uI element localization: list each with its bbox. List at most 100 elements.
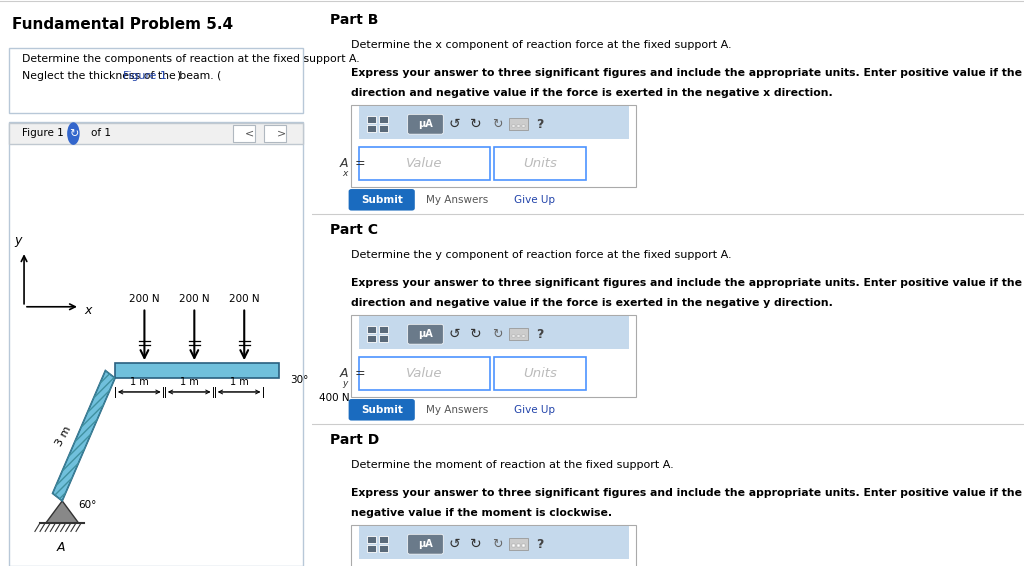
Text: negative value if the moment is clockwise.: negative value if the moment is clockwis… [351,508,612,518]
Bar [351,525,636,566]
Text: Determine the moment of reaction at the fixed support A.: Determine the moment of reaction at the … [351,460,674,470]
Bar [516,125,520,127]
Text: 30°: 30° [290,375,308,385]
FancyBboxPatch shape [408,114,443,134]
Bar [379,536,388,543]
Bar [379,335,388,342]
FancyBboxPatch shape [9,48,303,113]
Bar [358,357,490,390]
Bar [9,123,303,144]
Text: ↻: ↻ [493,118,503,131]
Text: 1 m: 1 m [229,377,249,387]
Bar [368,545,377,552]
Text: ↻: ↻ [69,128,78,139]
Polygon shape [52,371,115,501]
Text: direction and negative value if the force is exerted in the negative x direction: direction and negative value if the forc… [351,88,834,98]
Text: Fundamental Problem 5.4: Fundamental Problem 5.4 [12,17,233,32]
Text: 3 m: 3 m [53,424,73,448]
Bar [368,326,377,333]
Text: Give Up: Give Up [514,195,555,205]
Text: ↺: ↺ [449,327,461,341]
Text: 1 m: 1 m [180,377,199,387]
Text: of 1: of 1 [90,128,111,138]
Text: My Answers: My Answers [426,405,488,415]
Text: ): ) [176,71,180,81]
Text: Figure 1: Figure 1 [123,71,167,81]
Text: μA: μA [418,539,433,549]
Text: 200 N: 200 N [129,294,160,305]
Text: Value: Value [407,157,442,170]
Text: ↻: ↻ [470,117,482,131]
Text: Value: Value [407,367,442,380]
Bar [521,335,525,337]
Text: direction and negative value if the force is exerted in the negative y direction: direction and negative value if the forc… [351,298,834,308]
Text: ↺: ↺ [449,537,461,551]
Bar [368,125,377,132]
Bar [379,326,388,333]
Text: A: A [339,367,348,380]
Text: Units: Units [523,367,557,380]
Bar [494,147,587,180]
Bar [521,125,525,127]
Bar [512,125,515,127]
Text: 200 N: 200 N [179,294,210,305]
Bar [351,315,636,397]
Text: A: A [339,157,348,170]
Bar [368,536,377,543]
Text: y: y [343,379,348,388]
Text: Give Up: Give Up [514,405,555,415]
Text: <: < [245,128,255,139]
Text: ↻: ↻ [493,328,503,341]
Text: x: x [84,305,91,317]
Text: =: = [351,367,367,380]
Text: Determine the x component of reaction force at the fixed support A.: Determine the x component of reaction fo… [351,40,732,50]
Text: ↻: ↻ [493,538,503,551]
FancyBboxPatch shape [408,324,443,344]
Text: ↻: ↻ [470,537,482,551]
Polygon shape [46,501,79,523]
Text: x: x [343,169,348,178]
Circle shape [68,122,80,145]
Bar [521,544,525,547]
Text: =: = [351,157,367,170]
Text: Part B: Part B [330,13,379,27]
Text: 200 N: 200 N [229,294,259,305]
Bar [512,335,515,337]
Bar [379,125,388,132]
Text: Part C: Part C [330,223,378,237]
Text: Express your answer to three significant figures and include the appropriate uni: Express your answer to three significant… [351,488,1024,498]
Bar [516,544,520,547]
Text: Submit: Submit [360,405,402,415]
Text: Submit: Submit [360,195,402,205]
Text: ?: ? [537,538,544,551]
Text: Determine the components of reaction at the fixed support A.: Determine the components of reaction at … [22,54,359,64]
Text: ?: ? [537,118,544,131]
Text: >: > [276,128,286,139]
FancyBboxPatch shape [408,534,443,554]
Text: ↺: ↺ [449,117,461,131]
Text: 1 m: 1 m [130,377,148,387]
Text: μA: μA [418,329,433,339]
Bar [510,118,528,130]
Text: Express your answer to three significant figures and include the appropriate uni: Express your answer to three significant… [351,278,1024,288]
Bar [9,122,303,566]
Bar [494,357,587,390]
Bar [358,106,629,139]
Bar [232,125,255,142]
Bar [512,544,515,547]
Text: 400 N: 400 N [318,393,349,404]
Bar [351,105,636,187]
Bar [510,328,528,340]
FancyBboxPatch shape [348,399,415,421]
Bar [358,316,629,349]
Text: A: A [56,541,65,554]
Bar [264,125,286,142]
Text: Express your answer to three significant figures and include the appropriate uni: Express your answer to three significant… [351,68,1024,78]
Bar [358,526,629,559]
Text: 60°: 60° [79,500,96,510]
Text: y: y [14,234,22,247]
Bar [379,116,388,123]
Text: Units: Units [523,157,557,170]
Bar [379,545,388,552]
Text: Neglect the thickness of the beam. (: Neglect the thickness of the beam. ( [22,71,221,81]
